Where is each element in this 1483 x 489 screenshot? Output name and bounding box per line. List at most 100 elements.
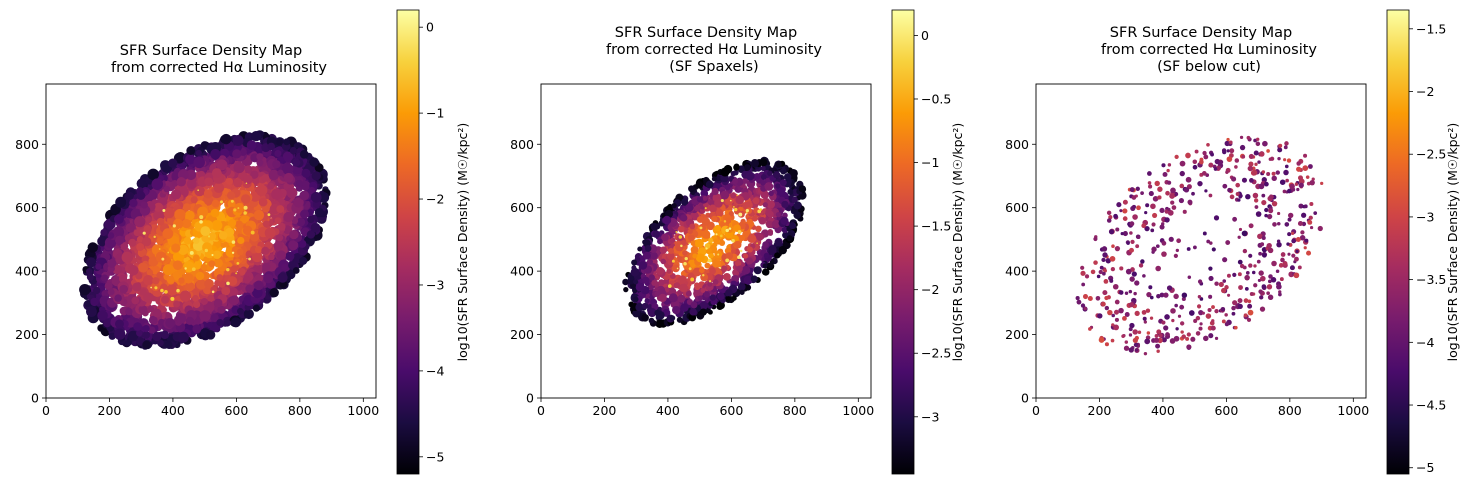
map-pixel xyxy=(1249,223,1254,228)
map-pixel xyxy=(710,294,716,300)
map-pixel xyxy=(139,305,148,314)
map-pixel xyxy=(1158,333,1162,337)
map-pixel xyxy=(1248,263,1252,267)
map-pixel xyxy=(1238,298,1243,303)
map-pixel xyxy=(1091,270,1096,275)
map-pixel xyxy=(1298,221,1303,226)
map-pixel xyxy=(177,177,186,186)
map-pixel xyxy=(789,222,796,229)
map-pixel xyxy=(1288,218,1292,222)
map-pixel xyxy=(1238,236,1241,239)
map-pixel xyxy=(278,273,288,283)
map-pixel xyxy=(1111,314,1115,318)
map-pixel xyxy=(780,217,788,225)
map-pixel xyxy=(685,203,693,211)
map-pixel xyxy=(1280,258,1285,263)
map-knot xyxy=(268,213,271,216)
map-pixel xyxy=(768,231,773,236)
map-pixel xyxy=(1187,200,1192,205)
map-pixel xyxy=(1178,315,1181,318)
map-pixel xyxy=(1155,344,1160,349)
map-pixel xyxy=(1174,254,1178,258)
map-pixel xyxy=(1214,167,1218,171)
map-pixel xyxy=(1246,271,1250,275)
map-pixel xyxy=(1125,312,1130,317)
map-pixel xyxy=(129,199,137,207)
map-pixel xyxy=(696,253,705,262)
map-pixel xyxy=(1162,241,1167,246)
map-pixel xyxy=(1222,257,1227,262)
map-pixel xyxy=(1190,337,1195,342)
map-pixel xyxy=(1135,348,1138,351)
map-pixel xyxy=(1247,304,1252,309)
map-pixel xyxy=(1179,198,1184,203)
map-pixel xyxy=(1278,290,1281,293)
map-pixel xyxy=(1101,302,1106,307)
map-pixel xyxy=(694,284,700,290)
colorbar-tick-label: −0.5 xyxy=(921,91,951,106)
map-pixel xyxy=(708,238,713,243)
map-pixel xyxy=(1299,183,1304,188)
map-pixel xyxy=(1208,163,1213,168)
map-knot xyxy=(759,208,762,211)
map-pixel xyxy=(1134,343,1138,347)
map-pixel xyxy=(1238,272,1242,276)
map-pixel xyxy=(711,216,717,222)
map-pixel xyxy=(87,273,94,280)
map-pixel xyxy=(1232,217,1237,222)
map-pixel xyxy=(1232,312,1236,316)
map-pixel xyxy=(187,147,195,155)
map-pixel xyxy=(1174,304,1178,308)
map-pixel xyxy=(739,290,744,295)
map-pixel xyxy=(695,239,704,248)
map-pixel xyxy=(1214,309,1218,313)
map-pixel xyxy=(259,198,268,207)
map-pixel xyxy=(1183,210,1187,214)
map-pixel xyxy=(1148,181,1152,185)
map-pixel xyxy=(1102,252,1107,257)
map-pixel xyxy=(1132,205,1136,209)
map-pixel xyxy=(623,287,628,292)
map-pixel xyxy=(762,269,768,275)
map-pixel xyxy=(1110,256,1116,262)
map-pixel xyxy=(143,275,153,285)
map-pixel xyxy=(204,177,213,186)
map-pixel xyxy=(1173,294,1178,299)
map-pixel xyxy=(1211,319,1214,322)
map-pixel xyxy=(1296,161,1300,165)
map-pixel xyxy=(300,210,309,219)
map-pixel xyxy=(756,234,763,241)
map-pixel xyxy=(1248,162,1253,167)
map-pixel xyxy=(234,203,244,213)
map-pixel xyxy=(794,201,802,209)
map-pixel xyxy=(1238,260,1243,265)
map-pixel xyxy=(1267,284,1272,289)
map-pixel xyxy=(1107,218,1112,223)
colorbar-tick-label: −3 xyxy=(426,277,444,292)
map-pixel xyxy=(658,294,666,302)
map-pixel xyxy=(136,243,144,251)
map-pixel xyxy=(1151,247,1156,252)
map-pixel xyxy=(1163,325,1168,330)
map-knot xyxy=(233,208,236,211)
map-knot xyxy=(680,245,682,247)
map-pixel xyxy=(165,318,175,328)
map-pixel xyxy=(1287,158,1291,162)
map-pixel xyxy=(256,185,267,196)
map-pixel xyxy=(1199,160,1204,165)
map-pixel xyxy=(196,150,202,156)
map-pixel xyxy=(1176,238,1181,243)
map-pixel xyxy=(156,237,163,244)
map-pixel xyxy=(1277,222,1281,226)
heatmap-data xyxy=(622,157,806,328)
map-pixel xyxy=(1269,157,1272,160)
map-pixel xyxy=(670,238,675,243)
map-pixel xyxy=(1252,271,1256,275)
map-pixel xyxy=(775,161,781,167)
map-pixel xyxy=(1298,265,1302,269)
map-pixel xyxy=(224,319,231,326)
map-pixel xyxy=(1132,271,1137,276)
map-pixel xyxy=(1115,318,1119,322)
map-pixel xyxy=(1250,292,1254,296)
